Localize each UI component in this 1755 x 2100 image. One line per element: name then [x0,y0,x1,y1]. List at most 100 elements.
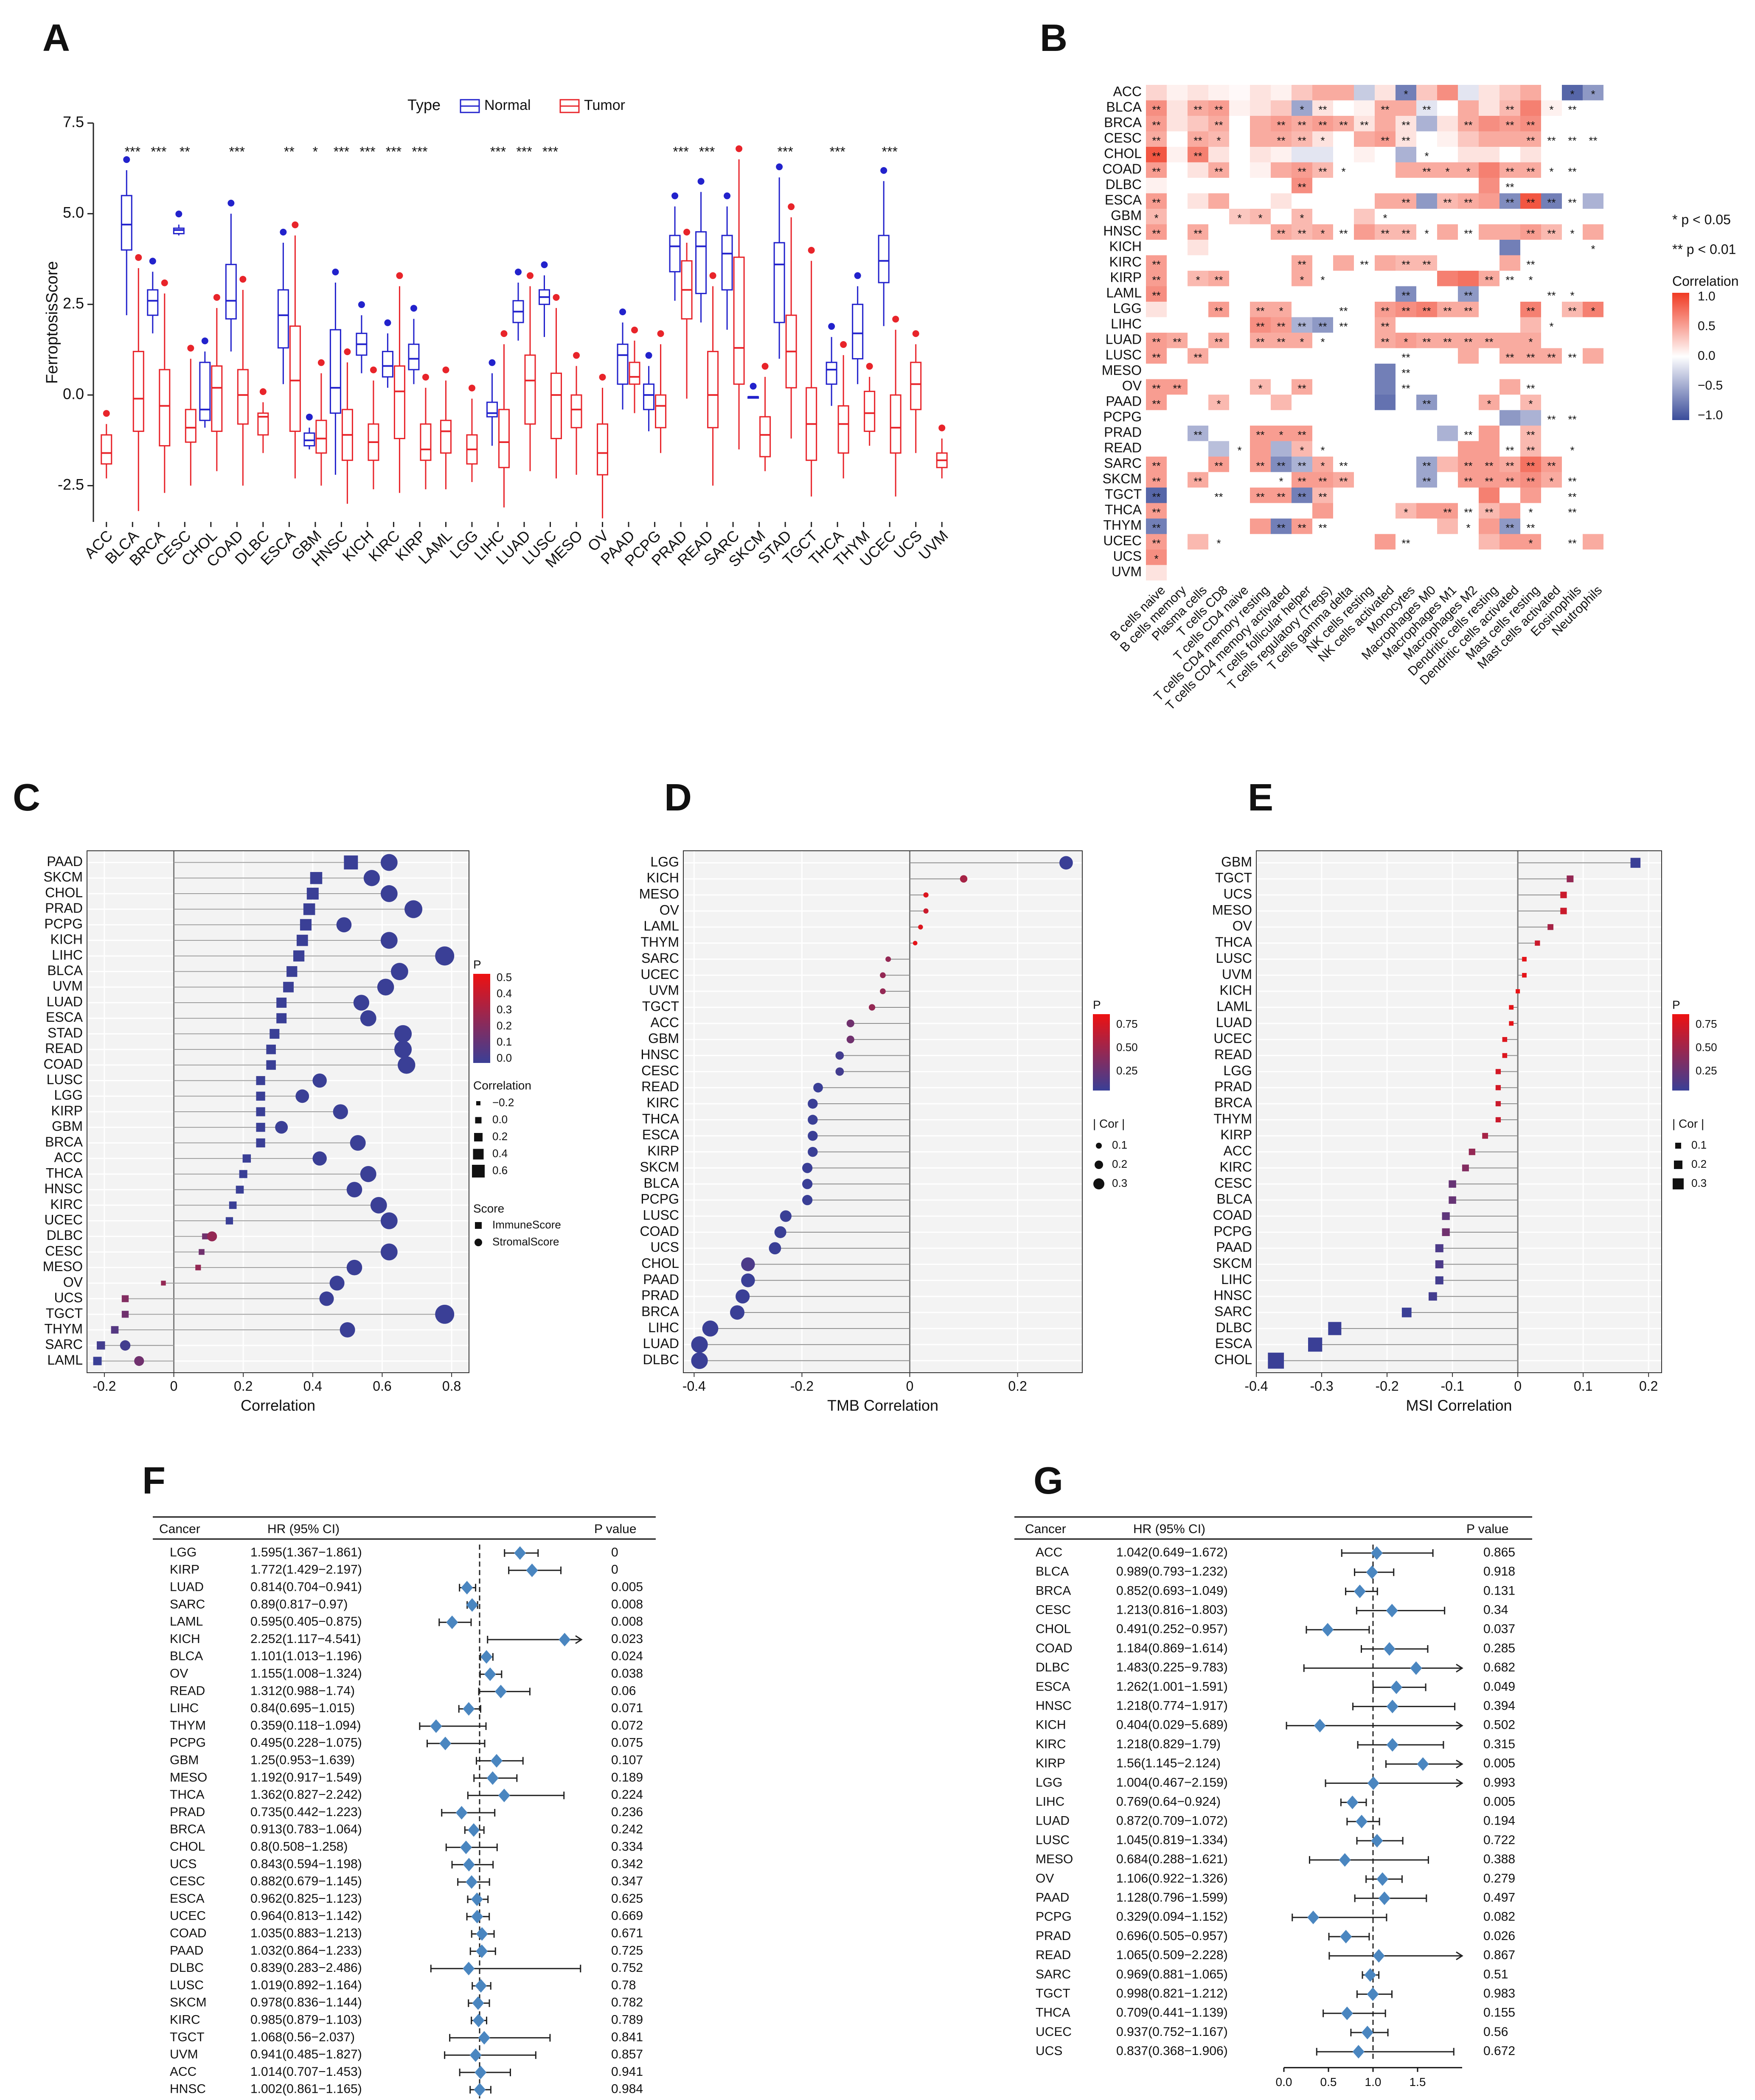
heat-cell [1458,550,1479,565]
row-cancer: MESO [170,1770,207,1784]
outlier [213,294,220,301]
cell-star: ** [1381,135,1389,147]
cell-star: ** [1256,305,1264,317]
legend-size-key [1095,1161,1103,1169]
heat-cell [1250,302,1271,317]
cell-star: ** [1547,351,1556,364]
category-label: SARC [45,1337,83,1352]
heat-cell [1312,271,1333,286]
heat-cell [1375,488,1396,503]
heat-cell [1146,348,1167,364]
heat-cell [1167,550,1188,565]
heat-cell [1146,147,1167,163]
box [315,420,327,454]
outlier [317,359,325,366]
outlier [788,203,795,210]
data-point [1567,875,1574,883]
heat-cell [1583,85,1603,101]
row-hr: 1.772(1.429−2.197) [250,1563,362,1577]
cell-star: ** [1568,135,1576,147]
heat-cell [1541,565,1562,580]
heat-cell [1562,193,1583,209]
row-p: 0.841 [611,2030,643,2044]
cell-star: ** [1547,413,1556,426]
data-point [846,1035,854,1043]
cell-star: ** [1464,289,1472,302]
category-label: UCS [650,1239,679,1255]
cell-star: ** [1318,491,1327,503]
heat-cell [1583,131,1603,147]
heat-cell [1146,193,1167,209]
heat-cell [1416,565,1437,580]
significance-mark: * [313,144,318,159]
heat-cell [1354,271,1375,286]
immune-point [236,1186,244,1194]
row-cancer: ACC [1036,1545,1062,1559]
heat-cell [1499,255,1520,271]
heat-cell [1375,410,1396,426]
cell-star: ** [1422,305,1431,317]
heat-cell [1562,224,1583,240]
heat-cell [1188,131,1208,147]
immune-point [266,1044,276,1054]
category-label: BRCA [45,1134,83,1150]
heat-cell [1229,116,1250,132]
heat-cell [1479,333,1499,348]
heat-cell [1354,209,1375,224]
heat-cell [1416,193,1437,209]
cell-star: ** [1214,336,1223,348]
category-label: THCA [46,1165,83,1180]
heat-cell [1499,116,1520,132]
hr-point [491,1754,503,1768]
outlier [776,163,783,171]
cell-star: * [1404,506,1408,519]
row-hr: 1.155(1.008−1.324) [250,1667,362,1681]
category-label: COAD [1213,1207,1252,1222]
heat-cell [1562,100,1583,116]
row-p: 0.236 [611,1805,643,1819]
category-label: UCEC [640,967,679,982]
heat-cell [1250,426,1271,441]
heat-cell [1437,286,1458,302]
heat-cell [1499,178,1520,193]
heat-cell [1312,255,1333,271]
heat-cell [1499,457,1520,472]
cell-star: ** [1339,460,1348,472]
row-hr: 1.218(0.774−1.917) [1116,1699,1228,1713]
row-hr: 1.362(0.827−2.242) [250,1788,362,1802]
row-cancer: MESO [1036,1852,1073,1866]
heat-cell [1541,379,1562,395]
outlier [938,424,946,432]
heat-cell [1208,178,1229,193]
cell-star: ** [1526,444,1535,457]
row-hr: 0.404(0.029−5.689) [1116,1718,1228,1732]
box [147,289,159,316]
cell-star: * [1300,444,1304,457]
outlier [344,348,351,355]
row-hr: 1.192(0.917−1.549) [250,1770,362,1784]
hr-point [559,1633,571,1646]
heat-cell [1479,426,1499,441]
cell-star: ** [1568,196,1576,209]
heat-cell [1416,255,1437,271]
row-hr: 0.595(0.405−0.875) [250,1615,362,1629]
heat-cell [1333,116,1354,132]
heat-cell [1312,348,1333,364]
row-label: DLBC [1106,177,1142,192]
outlier [422,373,429,381]
row-cancer: KIRP [1036,1756,1065,1770]
heat-cell [1167,302,1188,317]
legend-title: Correlation [473,1079,531,1092]
row-p: 0.279 [1483,1871,1515,1885]
header-hr: HR (95% CI) [267,1522,340,1536]
heat-cell [1520,317,1541,333]
heat-cell [1312,519,1333,534]
cell-star: * [1320,274,1325,286]
heat-cell [1479,488,1499,503]
heat-cell [1562,162,1583,178]
heat-cell [1271,271,1292,286]
stromal-point [312,1151,327,1166]
cell-star: ** [1568,413,1576,426]
heat-cell [1312,534,1333,550]
